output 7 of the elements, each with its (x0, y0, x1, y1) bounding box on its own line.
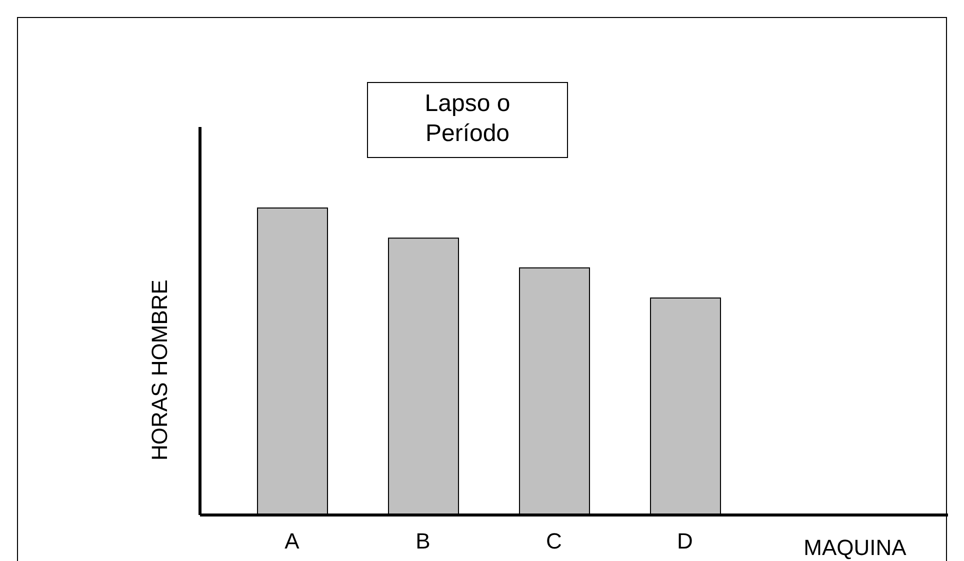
x-tick-label: A (284, 528, 300, 554)
x-tick-label: C (546, 528, 562, 554)
x-tick-label: B (416, 528, 430, 554)
y-axis-title: HORAS HOMBRE (147, 280, 173, 460)
chart-title: Lapso o Período (367, 82, 568, 158)
x-axis-title: MAQUINA (804, 535, 906, 561)
x-tick-label: D (677, 528, 693, 554)
